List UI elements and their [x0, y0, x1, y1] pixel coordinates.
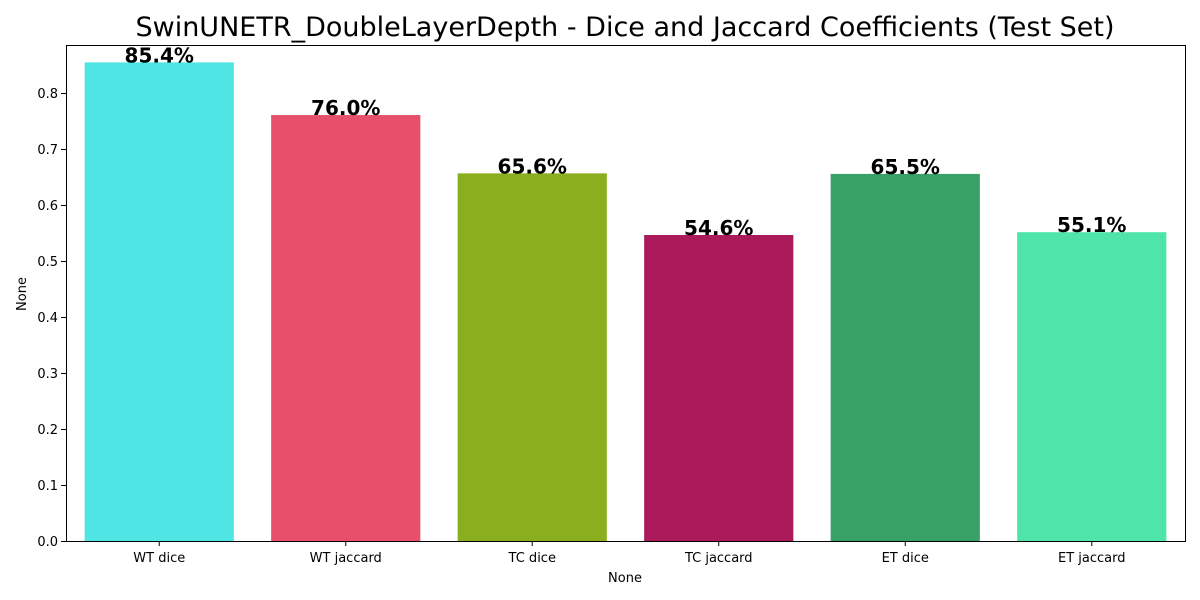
x-tick-label: WT jaccard [310, 551, 382, 566]
value-labels-group: 85.4% 76.0% 65.6% 54.6% 65.5% 55.1% [125, 43, 1127, 240]
bar [271, 115, 421, 542]
y-tick-label: 0.5 [37, 255, 58, 270]
x-tick-label: ET jaccard [1058, 551, 1126, 566]
x-tick-label: ET dice [882, 551, 929, 566]
x-axis-label: None [608, 571, 642, 586]
bar-value-label: 65.5% [871, 155, 940, 179]
bar-value-label: 54.6% [684, 216, 753, 240]
bar [84, 62, 234, 541]
bar-value-label: 85.4% [125, 43, 194, 67]
bar-value-label: 65.6% [498, 154, 567, 178]
y-axis-ticks: 0.0 0.1 0.2 0.3 0.4 0.5 0.6 0.7 0.8 [37, 87, 66, 550]
bars-group [84, 62, 1167, 542]
y-tick-label: 0.2 [37, 423, 58, 438]
y-tick-label: 0.7 [37, 143, 58, 158]
y-tick-label: 0.0 [37, 535, 58, 550]
x-tick-label: TC dice [508, 551, 556, 566]
y-tick-label: 0.3 [37, 367, 58, 382]
bar-value-label: 76.0% [311, 96, 380, 120]
y-axis-label: None [15, 277, 30, 311]
bar [457, 173, 607, 541]
plot-frame [66, 45, 1186, 542]
bar [644, 234, 794, 541]
y-tick-label: 0.4 [37, 311, 58, 326]
y-tick-label: 0.6 [37, 199, 58, 214]
x-tick-label: TC jaccard [684, 551, 753, 566]
chart-title: SwinUNETR_DoubleLayerDepth - Dice and Ja… [135, 12, 1114, 43]
x-tick-label: WT dice [133, 551, 185, 566]
bar [1017, 232, 1167, 541]
y-tick-label: 0.8 [37, 87, 58, 102]
bar [830, 173, 980, 541]
bar-value-label: 55.1% [1057, 213, 1126, 237]
x-axis-ticks: WT dice WT jaccard TC dice TC jaccard ET dic… [133, 541, 1126, 566]
y-tick-label: 0.1 [37, 479, 58, 494]
